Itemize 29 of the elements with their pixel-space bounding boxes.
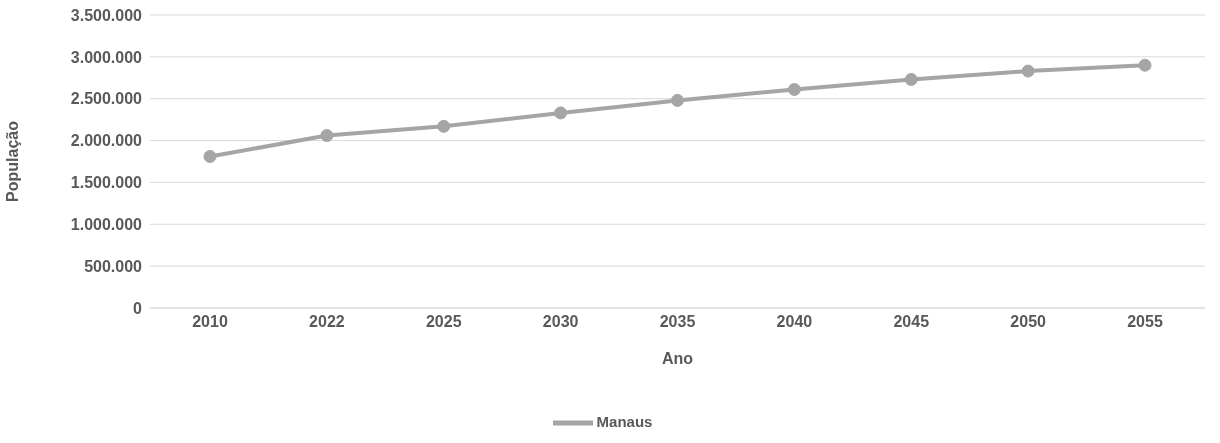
x-tick-label: 2040 — [776, 313, 813, 331]
point — [320, 129, 334, 143]
x-tick-label: 2045 — [893, 313, 930, 331]
y-tick-label: 3.000.000 — [70, 48, 143, 66]
x-tick-label: 2055 — [1127, 313, 1163, 331]
point — [904, 72, 918, 86]
point — [437, 119, 451, 133]
x-tick-label: 2035 — [659, 313, 696, 331]
x-tick-label: 2030 — [542, 313, 579, 331]
x-tick-label: 2010 — [192, 313, 228, 331]
y-tick-label: 1.000.000 — [70, 215, 143, 233]
y-tick-label: 500.000 — [84, 257, 143, 275]
legend-label: Manaus — [596, 412, 653, 430]
x-axis-title: Ano — [661, 350, 694, 368]
y-tick-label: 0 — [133, 299, 143, 317]
x-tick-label: 2022 — [309, 313, 345, 331]
point — [203, 149, 217, 163]
point — [554, 106, 568, 120]
point — [671, 93, 684, 107]
point — [1021, 64, 1035, 78]
x-tick-label: 2050 — [1010, 313, 1047, 331]
y-tick-label: 2.500.000 — [70, 90, 143, 108]
x-tick-label: 2025 — [425, 313, 462, 331]
y-axis-title: População — [3, 120, 21, 202]
y-tick-label: 2.000.000 — [70, 132, 143, 150]
point — [1138, 58, 1152, 72]
y-tick-label: 3.500.000 — [70, 6, 143, 24]
point — [787, 83, 801, 97]
y-tick-label: 1.500.000 — [70, 174, 143, 192]
